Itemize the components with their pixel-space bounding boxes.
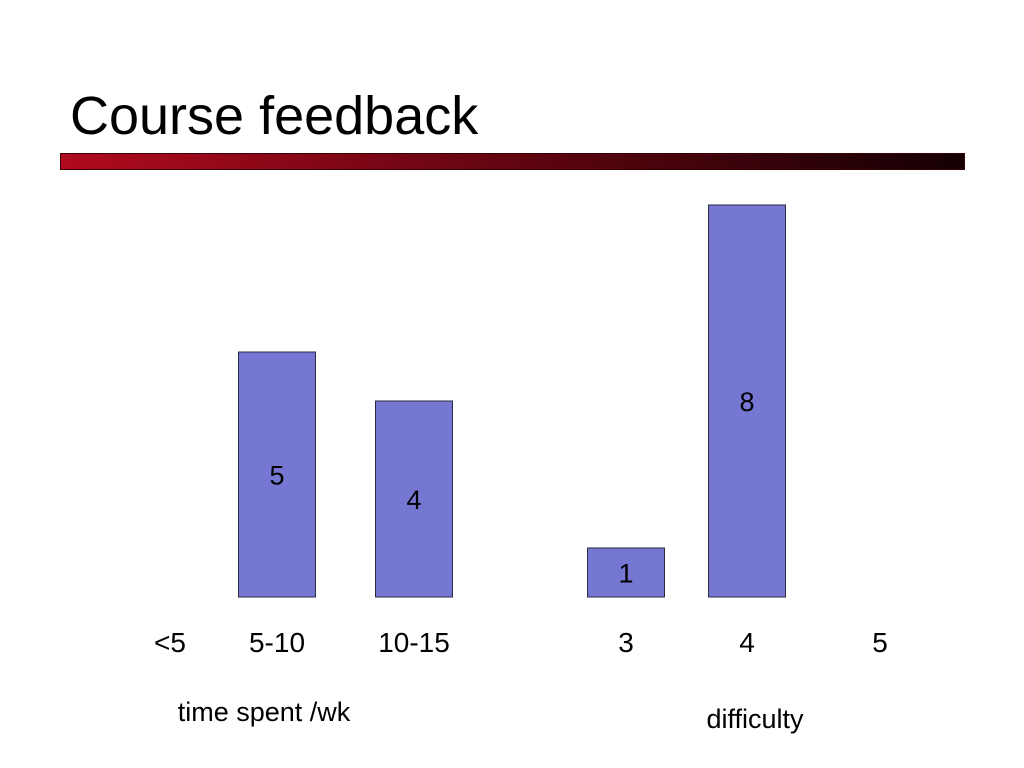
difficulty-data-label-0: 1 — [618, 559, 633, 589]
time-tick-label-0: <5 — [154, 627, 186, 658]
difficulty-chart: 1 3 8 4 5 — [587, 204, 888, 658]
slide-title: Course feedback — [70, 86, 479, 146]
title-rule — [60, 153, 965, 170]
difficulty-data-label-1: 8 — [739, 387, 754, 417]
difficulty-tick-label-2: 5 — [872, 627, 888, 658]
time-tick-label-1: 5-10 — [249, 627, 305, 658]
difficulty-tick-label-0: 3 — [618, 627, 634, 658]
time-tick-label-2: 10-15 — [378, 627, 450, 658]
difficulty-tick-label-1: 4 — [739, 627, 755, 658]
difficulty-axis-label: difficulty — [706, 704, 804, 734]
time-spent-chart: <5 5 5-10 4 10-15 — [154, 351, 453, 658]
time-data-label-1: 5 — [269, 461, 284, 491]
time-spent-axis-label: time spent /wk — [178, 697, 351, 727]
difficulty-bar-1 — [708, 204, 786, 598]
difficulty-bar-0 — [587, 547, 665, 598]
time-data-label-2: 4 — [406, 485, 421, 515]
time-bar-2 — [375, 400, 453, 598]
time-bar-1 — [238, 351, 316, 598]
